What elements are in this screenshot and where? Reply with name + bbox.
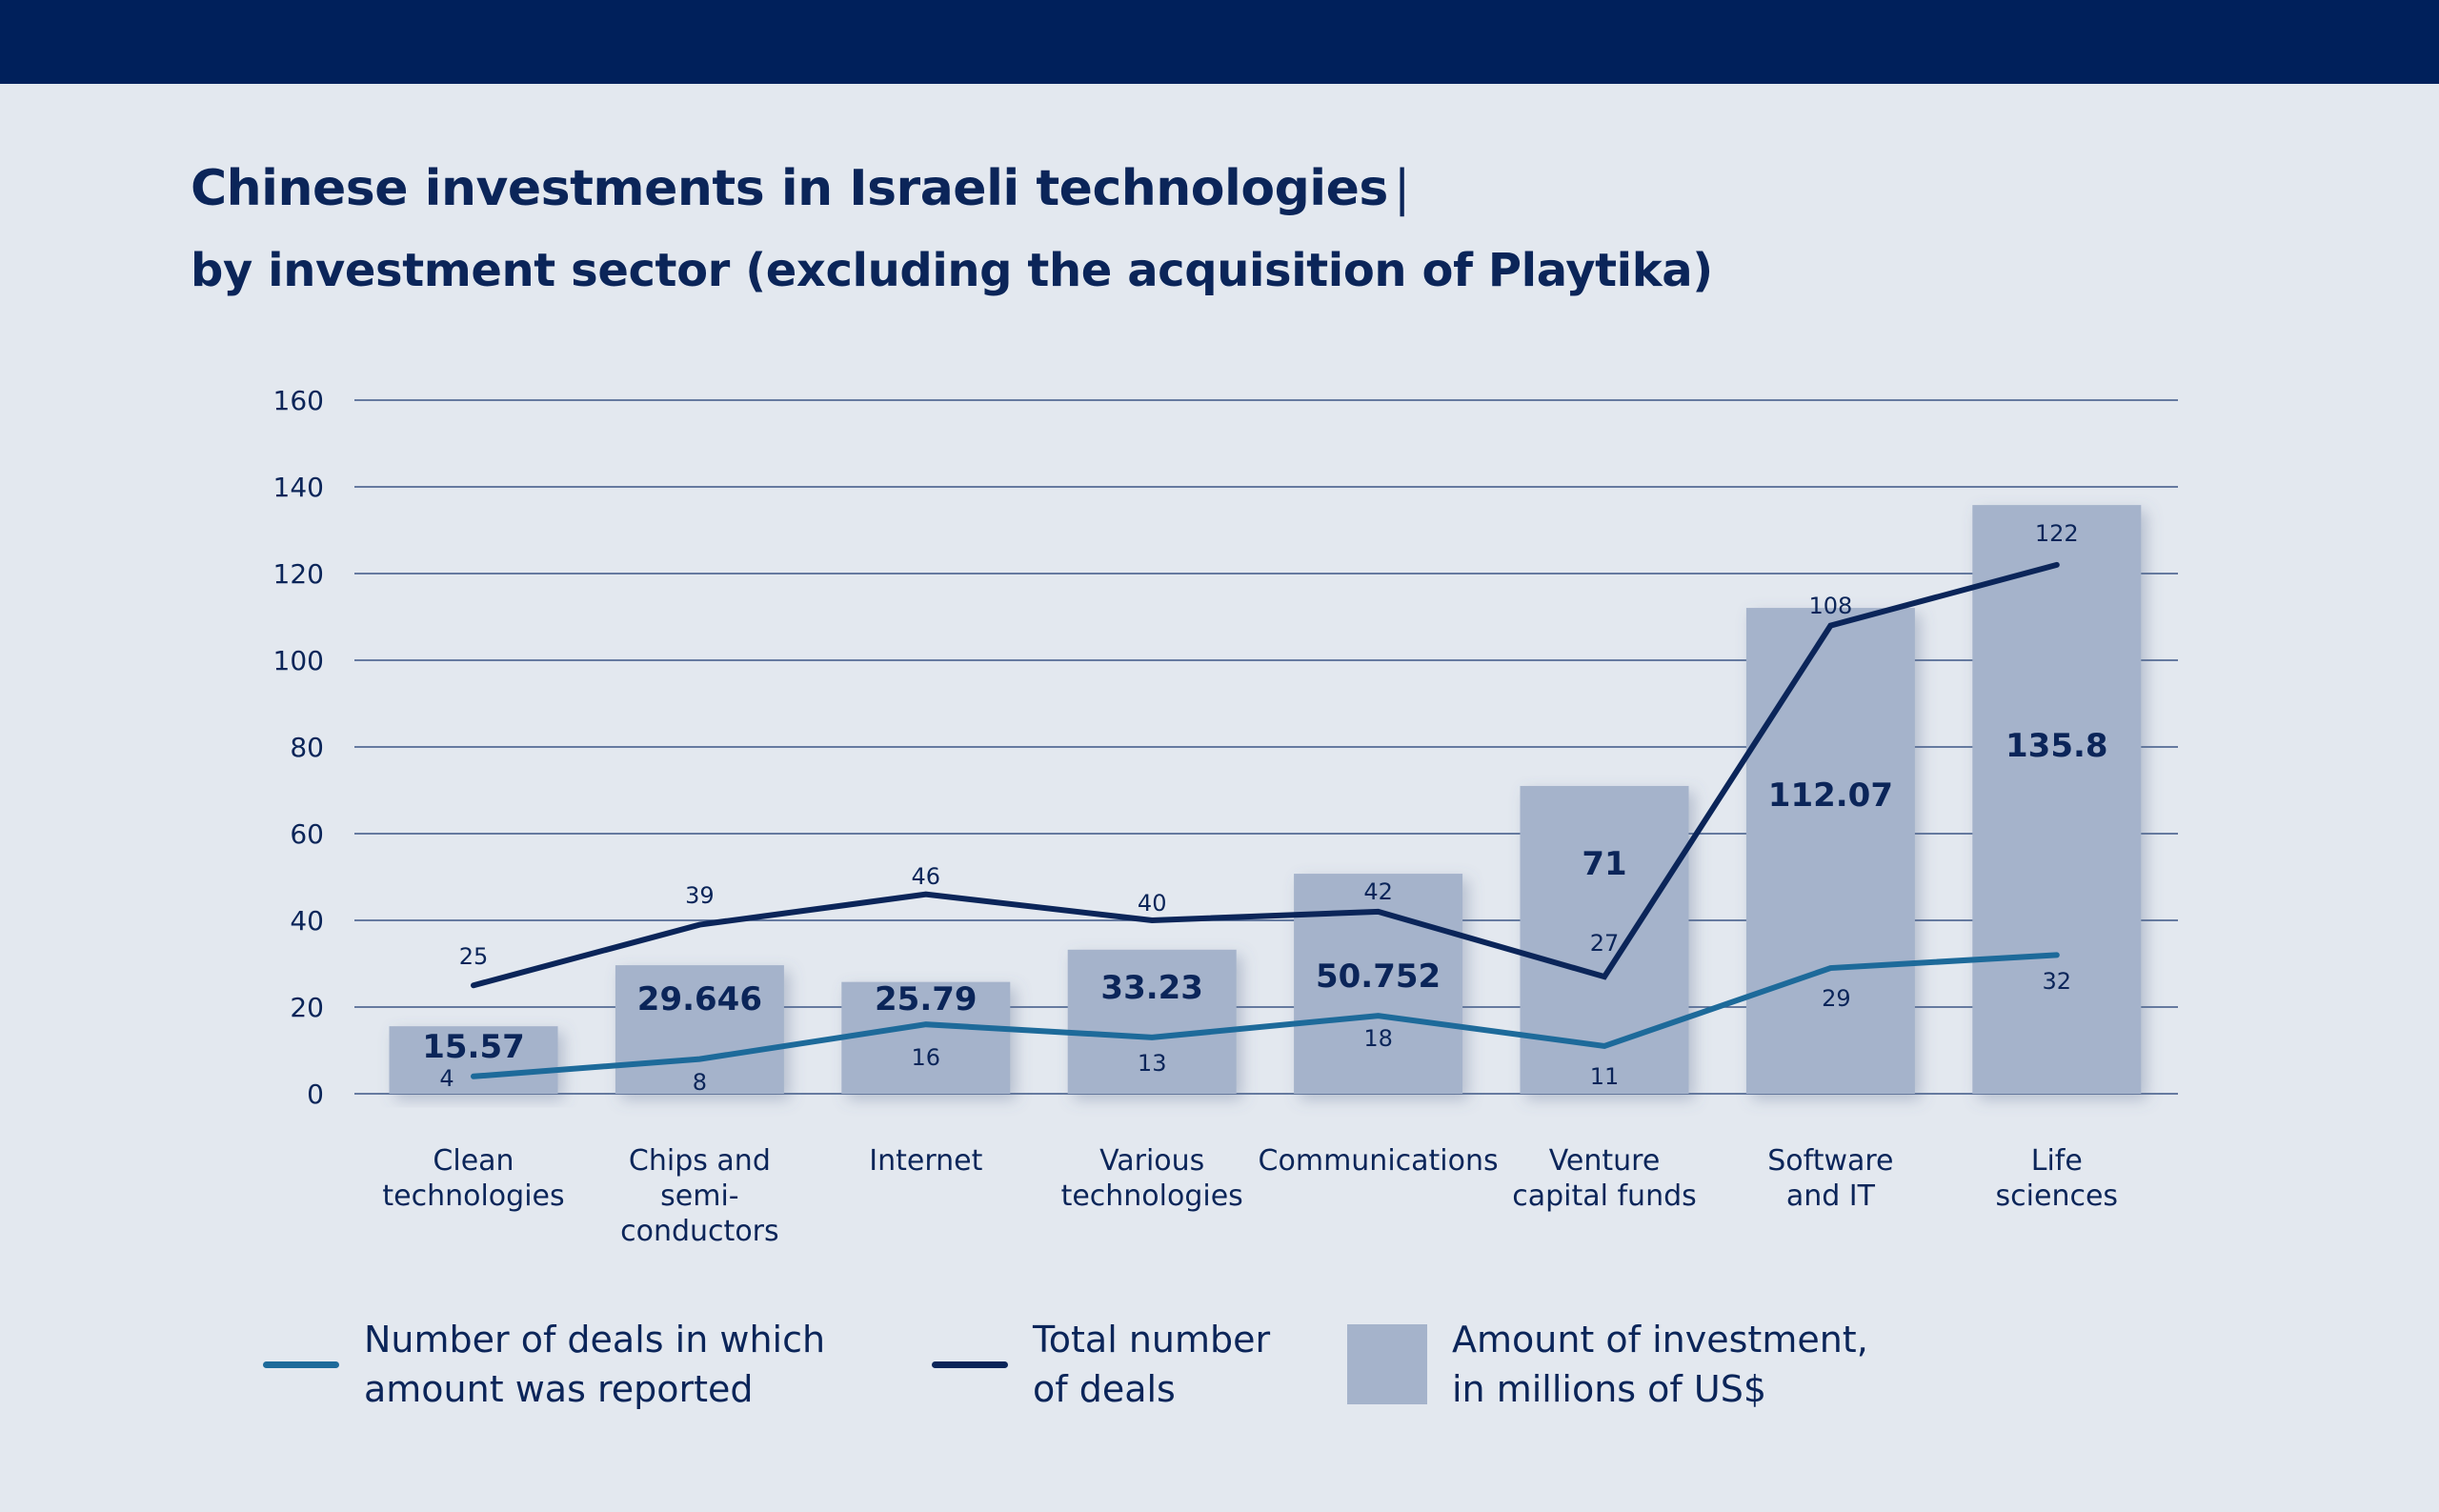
- x-category-label: semi-: [660, 1179, 738, 1213]
- legend-label-reported-deals: Number of deals in which amount was repo…: [364, 1319, 826, 1410]
- y-tick-label: 100: [273, 645, 324, 676]
- reported-deals-label: 4: [439, 1065, 454, 1092]
- bar: [1972, 505, 2142, 1094]
- bar-value-label: 25.79: [875, 980, 978, 1018]
- total-deals-label: 40: [1138, 890, 1167, 917]
- chart-title-text: Chinese investments in Israeli technolog…: [191, 160, 1388, 217]
- x-category-label: Clean: [433, 1144, 514, 1178]
- reported-deals-label: 13: [1138, 1050, 1167, 1077]
- bar-value-label: 15.57: [422, 1028, 525, 1066]
- x-category-label: Life: [2031, 1144, 2083, 1178]
- bar: [1067, 949, 1237, 1094]
- bar-value-label: 33.23: [1100, 969, 1203, 1007]
- bar: [615, 965, 784, 1094]
- x-category-label: technologies: [382, 1179, 564, 1213]
- total-deals-label: 27: [1590, 930, 1620, 957]
- y-tick-label: 120: [273, 558, 324, 590]
- total-deals-label: 122: [2035, 520, 2079, 547]
- reported-deals-label: 29: [1822, 985, 1851, 1012]
- x-category-label: and IT: [1786, 1179, 1876, 1213]
- bar-value-label: 135.8: [2006, 727, 2108, 765]
- x-category-label: Chips and: [629, 1144, 771, 1178]
- bar: [1745, 608, 1915, 1094]
- reported-deals-label: 18: [1363, 1025, 1393, 1052]
- x-category-label: Software: [1767, 1144, 1893, 1178]
- chart-title: Chinese investments in Israeli technolog…: [191, 160, 1410, 217]
- legend-item-reported-deals: Number of deals in which amount was repo…: [263, 1315, 825, 1414]
- reported-deals-label: 16: [912, 1044, 941, 1071]
- y-tick-label: 140: [273, 472, 324, 503]
- bar: [841, 981, 1011, 1094]
- total-deals-label: 42: [1363, 878, 1393, 905]
- bar: [389, 1026, 558, 1094]
- legend-swatch-reported-deals: [263, 1361, 339, 1368]
- x-category-label: Various: [1099, 1144, 1204, 1178]
- x-category-label: technologies: [1061, 1179, 1243, 1213]
- reported-deals-label: 32: [2043, 968, 2072, 995]
- y-tick-label: 20: [290, 992, 324, 1023]
- legend-swatch-investment-amount: [1347, 1324, 1427, 1404]
- legend-label-investment-amount: Amount of investment, in millions of US$: [1452, 1319, 1868, 1410]
- chart-subtitle: by investment sector (excluding the acqu…: [191, 244, 1713, 297]
- reported-deals-label: 8: [693, 1069, 707, 1096]
- x-category-label: Venture: [1549, 1144, 1661, 1178]
- chart-legend: Number of deals in which amount was repo…: [0, 1315, 2439, 1410]
- bar-value-label: 29.646: [637, 980, 762, 1018]
- legend-label-total-deals: Total number of deals: [1033, 1319, 1271, 1410]
- bar: [1520, 785, 1689, 1094]
- total-deals-label: 25: [459, 943, 489, 970]
- x-category-label: Internet: [869, 1144, 982, 1178]
- reported-deals-line: [471, 952, 2060, 1079]
- legend-item-total-deals: Total number of deals: [932, 1315, 1270, 1414]
- title-separator: |: [1393, 160, 1411, 217]
- total-deals-label: 46: [912, 863, 941, 890]
- reported-deals-label: 11: [1590, 1063, 1620, 1090]
- x-category-label: capital funds: [1512, 1179, 1697, 1213]
- y-tick-label: 80: [290, 732, 324, 763]
- x-category-label: Communications: [1259, 1144, 1499, 1178]
- y-tick-label: 40: [290, 905, 324, 937]
- bar-value-label: 112.07: [1768, 776, 1893, 815]
- x-category-label: sciences: [1996, 1179, 2119, 1213]
- bar-value-label: 50.752: [1316, 958, 1441, 996]
- y-tick-label: 160: [273, 385, 324, 416]
- x-category-label: conductors: [620, 1215, 779, 1248]
- y-tick-label: 0: [307, 1079, 324, 1110]
- legend-item-investment-amount: Amount of investment, in millions of US$: [1347, 1315, 1868, 1414]
- total-deals-label: 108: [1808, 593, 1852, 619]
- total-deals-label: 39: [685, 882, 715, 909]
- top-banner: [0, 0, 2439, 84]
- bar-value-label: 71: [1582, 845, 1626, 883]
- total-deals-line: [471, 561, 2060, 989]
- legend-swatch-total-deals: [932, 1361, 1008, 1368]
- y-tick-label: 60: [290, 818, 324, 850]
